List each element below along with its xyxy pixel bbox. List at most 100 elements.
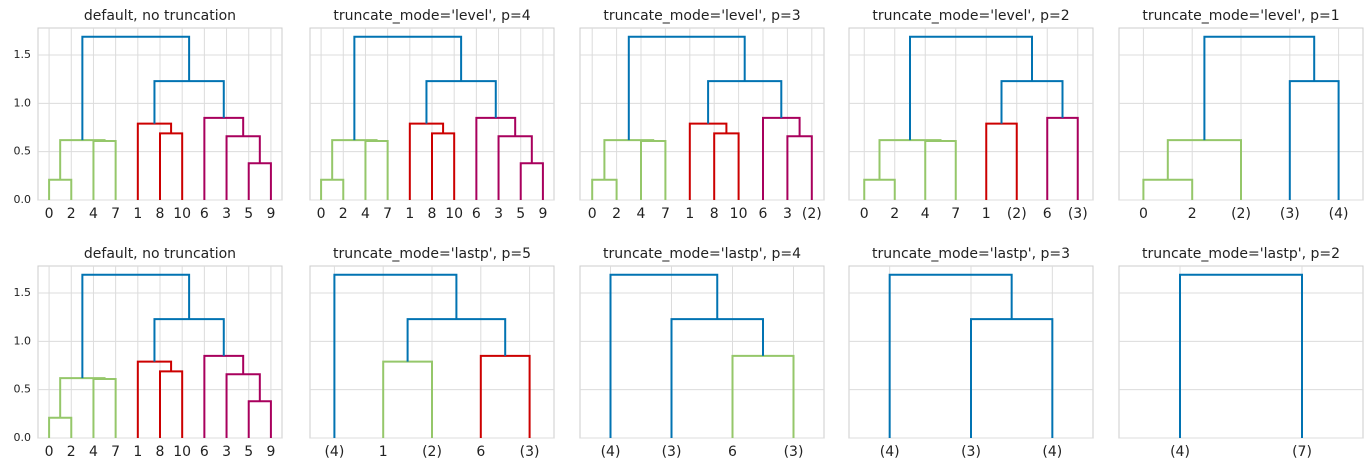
link [59,139,106,180]
leaf-label: 2 [890,206,899,222]
leaf-label: 9 [266,206,275,222]
y-tick-label: 0.0 [14,193,32,206]
link [48,416,73,438]
leaf-label: 6 [1043,206,1052,222]
link [688,122,728,200]
y-tick-label: 1.0 [14,96,32,109]
leaf-label: (3) [520,444,540,460]
subplot: truncate_mode='level', p=3 0 2 4 7 1 8 10 6 3 (2) [579,8,825,222]
link [1179,273,1303,438]
leaf-label: 3 [494,206,503,222]
leaf-label: (3) [784,444,804,460]
leaf-label: (3) [1280,206,1300,222]
leaf-label: 7 [111,444,120,460]
leaf-label: 0 [45,444,54,460]
leaf-label: (3) [662,444,682,460]
subplot: truncate_mode='lastp', p=3 (4) (3) (4) [848,246,1094,460]
leaf-label: 1 [133,206,142,222]
leaf-label: (3) [961,444,981,460]
link [81,35,191,141]
link [353,35,463,141]
plot-area [1118,265,1364,439]
leaf-label: 2 [1188,206,1197,222]
leaf-label: 0 [860,206,869,222]
link [59,377,106,418]
leaf-label: 2 [67,206,76,222]
link [888,273,1013,438]
leaf-label: 2 [339,206,348,222]
leaf-label: 0 [1139,206,1148,222]
y-tick-label: 0.5 [14,145,32,158]
link [425,80,497,124]
y-tick-label: 1.0 [14,334,32,347]
subplot-title: truncate_mode='lastp', p=5 [333,246,531,262]
leaf-label: 6 [200,444,209,460]
link [786,135,813,200]
leaf-label: (4) [324,444,344,460]
leaf-label: 8 [156,206,165,222]
leaf-label: 0 [588,206,597,222]
leaf-label: (3) [1068,206,1088,222]
leaf-label: 2 [67,444,76,460]
plot-area [848,27,1094,201]
link [247,162,272,200]
y-tick-label: 1.5 [14,48,32,61]
leaf-label: 1 [405,206,414,222]
leaf-label: 2 [612,206,621,222]
subplot: truncate_mode='lastp', p=4 (4) (3) 6 (3) [579,246,825,460]
leaf-label: 1 [982,206,991,222]
subplot: default, no truncation 0.0 0.5 1.0 1.5 0 2 4 7 1 8… [14,8,283,222]
leaf-label: 6 [472,206,481,222]
leaf-label: (4) [1329,206,1349,222]
y-tick-label: 0.0 [14,431,32,444]
link [1000,80,1064,124]
link [1142,178,1194,200]
leaf-label: 7 [661,206,670,222]
leaf-label: 3 [222,206,231,222]
leaf-label: 6 [759,206,768,222]
link [431,132,456,200]
subplot: truncate_mode='level', p=2 0 2 4 7 1 (2) 6 (3) [848,8,1094,222]
subplot-title: truncate_mode='level', p=2 [872,8,1069,24]
leaf-label: 4 [921,206,930,222]
link [48,178,73,200]
link [408,122,445,200]
leaf-label: (4) [880,444,900,460]
leaf-label: 10 [173,444,191,460]
link [519,162,544,200]
subplot: truncate_mode='level', p=4 0 2 4 7 1 8 10 6 3 5 9 [309,8,555,222]
link [1166,139,1242,200]
leaf-label: 1 [379,444,388,460]
subplot-title: default, no truncation [84,8,236,24]
link [159,132,184,200]
link [609,273,719,438]
subplot: truncate_mode='lastp', p=5 (4) 1 (2) 6 (3) [309,246,555,460]
link [627,35,746,141]
plot-area [579,27,825,201]
link [713,132,740,200]
leaf-label: 8 [710,206,719,222]
link [603,139,655,180]
leaf-label: 6 [728,444,737,460]
leaf-label: 7 [951,206,960,222]
leaf-label: 1 [133,444,142,460]
leaf-label: (2) [422,444,442,460]
leaf-label: 9 [538,206,547,222]
link [320,178,345,200]
leaf-label: 10 [173,206,191,222]
subplot-title: truncate_mode='level', p=4 [333,8,530,24]
link [1203,35,1316,141]
subplot-title: default, no truncation [84,246,236,262]
link [863,178,896,200]
link [136,122,173,200]
leaf-label: 7 [383,206,392,222]
leaf-label: 5 [244,444,253,460]
subplot-title: truncate_mode='level', p=3 [603,8,800,24]
link [153,80,225,124]
leaf-label: (4) [1170,444,1190,460]
link [333,273,458,438]
link [382,360,433,438]
leaf-label: 5 [516,206,525,222]
leaf-label: 0 [317,206,326,222]
